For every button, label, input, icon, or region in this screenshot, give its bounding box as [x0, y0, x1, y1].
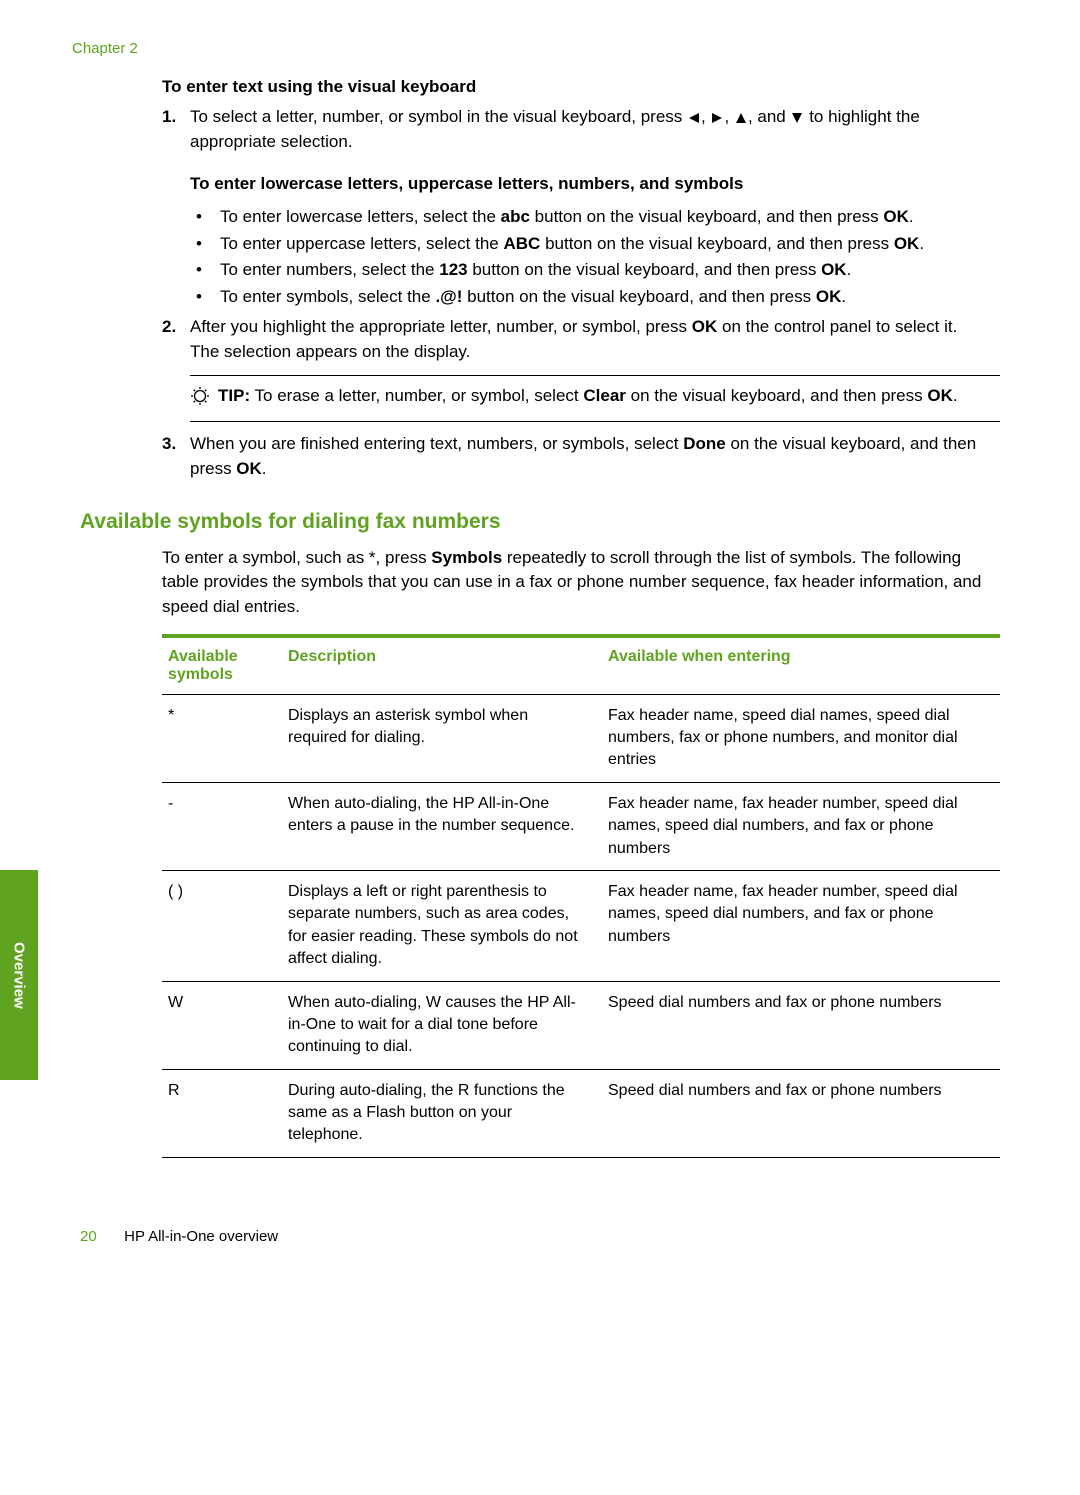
text-bold: OK	[821, 260, 847, 279]
tip-icon	[190, 384, 218, 414]
heading-visual-keyboard: To enter text using the visual keyboard	[162, 77, 1000, 97]
text: on the control panel to select it.	[717, 317, 957, 336]
page-footer: 20 HP All-in-One overview	[80, 1228, 1000, 1245]
text: To erase a letter, number, or symbol, se…	[250, 386, 583, 405]
steps-list-cont: 3. When you are finished entering text, …	[162, 432, 1000, 481]
text-bold: Clear	[583, 386, 626, 405]
bullet-numbers: To enter numbers, select the 123 button …	[190, 258, 1000, 283]
step-body: After you highlight the appropriate lett…	[190, 315, 1000, 364]
text: button on the visual keyboard, and then …	[530, 207, 883, 226]
text: To enter symbols, select the	[220, 287, 435, 306]
cell-desc: During auto-dialing, the R functions the…	[282, 1069, 602, 1157]
cell-desc: Displays an asterisk symbol when require…	[282, 694, 602, 782]
cell-when: Fax header name, fax header number, spee…	[602, 782, 1000, 870]
text-bold: OK	[894, 234, 920, 253]
cell-desc: When auto-dialing, the HP All-in-One ent…	[282, 782, 602, 870]
chapter-label: Chapter 2	[72, 40, 1000, 57]
footer-text: HP All-in-One overview	[124, 1228, 278, 1245]
step-num: 1.	[162, 105, 190, 311]
text: The selection appears on the display.	[190, 340, 1000, 365]
text-bold: OK	[883, 207, 909, 226]
cell-when: Speed dial numbers and fax or phone numb…	[602, 1069, 1000, 1157]
cell-desc: Displays a left or right parenthesis to …	[282, 870, 602, 981]
text: After you highlight the appropriate lett…	[190, 317, 692, 336]
col-header-symbols: Availablesymbols	[162, 636, 282, 695]
sub-heading: To enter lowercase letters, uppercase le…	[190, 172, 1000, 197]
tip-text: TIP: To erase a letter, number, or symbo…	[218, 384, 958, 414]
page-content: Chapter 2 To enter text using the visual…	[0, 0, 1080, 1305]
text: To enter lowercase letters, select the	[220, 207, 501, 226]
tip-label: TIP:	[218, 386, 250, 405]
text-bold: Done	[683, 434, 726, 453]
heading-available-symbols: Available symbols for dialing fax number…	[80, 510, 1000, 534]
bullet-symbols: To enter symbols, select the .@! button …	[190, 285, 1000, 310]
step-body: To select a letter, number, or symbol in…	[190, 105, 1000, 311]
step-3: 3. When you are finished entering text, …	[162, 432, 1000, 481]
step-2: 2. After you highlight the appropriate l…	[162, 315, 1000, 364]
text-bold: abc	[501, 207, 530, 226]
col-header-description: Description	[282, 636, 602, 695]
table-row: W When auto-dialing, W causes the HP All…	[162, 981, 1000, 1069]
cell-symbol: ( )	[162, 870, 282, 981]
text-bold: 123	[439, 260, 467, 279]
text: button on the visual keyboard, and then …	[468, 260, 821, 279]
arrow-up-icon	[734, 111, 748, 125]
text-bold: ABC	[504, 234, 541, 253]
step-1: 1. To select a letter, number, or symbol…	[162, 105, 1000, 311]
cell-when: Speed dial numbers and fax or phone numb…	[602, 981, 1000, 1069]
cell-symbol: R	[162, 1069, 282, 1157]
text-bold: OK	[692, 317, 718, 336]
table-row: ( ) Displays a left or right parenthesis…	[162, 870, 1000, 981]
cell-symbol: -	[162, 782, 282, 870]
text-bold: OK	[236, 459, 262, 478]
arrow-left-icon	[687, 111, 701, 125]
steps-list: 1. To select a letter, number, or symbol…	[162, 105, 1000, 365]
content-block-2: To enter a symbol, such as *, press Symb…	[162, 546, 1000, 1158]
page-number: 20	[80, 1228, 120, 1245]
bullets-list: To enter lowercase letters, select the a…	[190, 205, 1000, 310]
table-row: * Displays an asterisk symbol when requi…	[162, 694, 1000, 782]
content-block: To enter text using the visual keyboard …	[162, 77, 1000, 482]
step-body: When you are finished entering text, num…	[190, 432, 1000, 481]
cell-when: Fax header name, fax header number, spee…	[602, 870, 1000, 981]
step-num: 3.	[162, 432, 190, 481]
text: When you are finished entering text, num…	[190, 434, 683, 453]
cell-symbol: *	[162, 694, 282, 782]
table-row: - When auto-dialing, the HP All-in-One e…	[162, 782, 1000, 870]
text: on the visual keyboard, and then press	[626, 386, 927, 405]
arrow-right-icon	[710, 111, 724, 125]
table-header-row: Availablesymbols Description Available w…	[162, 636, 1000, 695]
arrow-down-icon	[790, 111, 804, 125]
bullet-uppercase: To enter uppercase letters, select the A…	[190, 232, 1000, 257]
tip-box: TIP: To erase a letter, number, or symbo…	[190, 375, 1000, 423]
symbols-table: Availablesymbols Description Available w…	[162, 634, 1000, 1158]
cell-when: Fax header name, speed dial names, speed…	[602, 694, 1000, 782]
table-row: R During auto-dialing, the R functions t…	[162, 1069, 1000, 1157]
text: button on the visual keyboard, and then …	[540, 234, 893, 253]
text: To enter numbers, select the	[220, 260, 439, 279]
text-bold: OK	[816, 287, 842, 306]
cell-symbol: W	[162, 981, 282, 1069]
step-num: 2.	[162, 315, 190, 364]
text: To enter a symbol, such as *, press	[162, 548, 431, 567]
col-header-when: Available when entering	[602, 636, 1000, 695]
text: To select a letter, number, or symbol in…	[190, 107, 687, 126]
intro-paragraph: To enter a symbol, such as *, press Symb…	[162, 546, 1000, 620]
bullet-lowercase: To enter lowercase letters, select the a…	[190, 205, 1000, 230]
text: button on the visual keyboard, and then …	[462, 287, 815, 306]
text-bold: OK	[927, 386, 953, 405]
text-bold: Symbols	[431, 548, 502, 567]
text: To enter uppercase letters, select the	[220, 234, 504, 253]
cell-desc: When auto-dialing, W causes the HP All-i…	[282, 981, 602, 1069]
text: , and	[748, 107, 786, 126]
text-bold: .@!	[435, 287, 462, 306]
